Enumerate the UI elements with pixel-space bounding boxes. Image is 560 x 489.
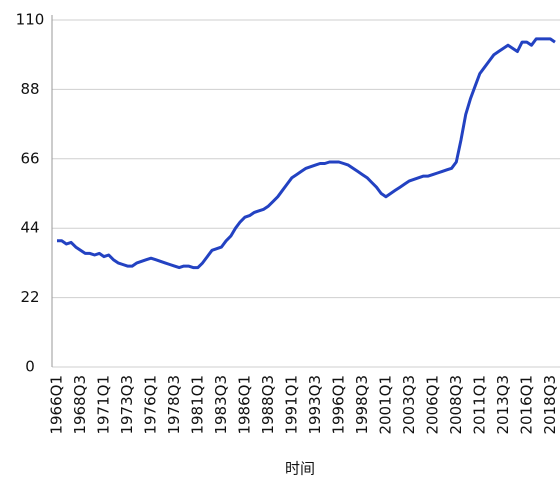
x-tick-label: 2018Q3 xyxy=(541,375,559,435)
x-tick-label: 1971Q1 xyxy=(94,375,112,435)
x-tick-label: 1996Q1 xyxy=(329,375,347,435)
x-tick-label: 1983Q3 xyxy=(212,375,230,435)
x-tick-label: 1968Q3 xyxy=(71,375,89,435)
x-tick-label: 2008Q3 xyxy=(447,375,465,435)
x-tick-label: 2003Q3 xyxy=(400,375,418,435)
x-tick-label: 1998Q3 xyxy=(353,375,371,435)
y-tick-label: 66 xyxy=(20,149,39,167)
x-tick-label: 1981Q1 xyxy=(188,375,206,435)
x-tick-label: 2011Q1 xyxy=(470,375,488,435)
x-tick-label: 2006Q1 xyxy=(423,375,441,435)
x-tick-label: 1991Q1 xyxy=(282,375,300,435)
x-tick-label: 1976Q1 xyxy=(141,375,159,435)
data-line xyxy=(57,37,556,270)
x-tick-label: 1966Q1 xyxy=(48,375,66,435)
x-tick-label: 1988Q3 xyxy=(259,375,277,435)
y-tick-label: 110 xyxy=(16,11,45,29)
y-tick-label: 0 xyxy=(25,358,35,376)
x-tick-label: 2016Q1 xyxy=(517,375,535,435)
x-tick-label: 2001Q1 xyxy=(376,375,394,435)
y-tick-label: 44 xyxy=(20,219,39,237)
x-tick-label: 2013Q3 xyxy=(494,375,512,435)
y-tick-label: 22 xyxy=(20,288,39,306)
y-tick-label: 88 xyxy=(20,80,39,98)
x-tick-label: 1978Q3 xyxy=(165,375,183,435)
x-tick-label: 1986Q1 xyxy=(235,375,253,435)
x-axis-title: 时间 xyxy=(285,460,315,478)
x-tick-label: 1993Q3 xyxy=(306,375,324,435)
x-tick-label: 1973Q3 xyxy=(118,375,136,435)
